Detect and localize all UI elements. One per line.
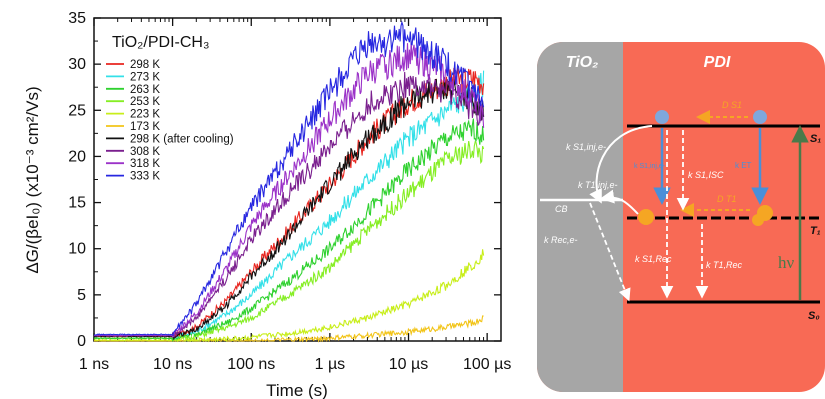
legend-label: 273 K <box>130 71 160 83</box>
y-tick-label: 5 <box>77 287 86 304</box>
legend-label: 253 K <box>130 96 160 108</box>
y-tick-label: 10 <box>68 241 86 258</box>
y-tick-label: 20 <box>68 148 86 165</box>
y-tick-label: 15 <box>68 195 86 212</box>
rec-arrow <box>589 202 631 302</box>
x-tick-label: 10 ns <box>153 356 192 373</box>
x-tick-label: 1 ns <box>79 356 109 373</box>
energy-diagram: TiO₂ PDI S₁ T₁ S₀ CB D S1 D T1 k S1,inj,… <box>537 42 825 392</box>
triplet-right-2 <box>752 214 764 226</box>
legend-label: 298 K (after cooling) <box>130 133 234 145</box>
s1-inj-blue-label: k S1,inj,e- <box>634 163 666 170</box>
x-tick-label: 1 µs <box>315 356 346 373</box>
axis-ticks: 0 5 10 15 20 25 30 35 1 ns 10 ns 100 ns 1 µs 10 µs 10… <box>68 10 511 373</box>
exciton-s1-left <box>655 110 669 124</box>
s1-inj-arrow <box>589 125 653 204</box>
line-chart: 0 5 10 15 20 25 30 35 1 ns 10 ns 100 ns 1 µs 10 µs 10… <box>23 10 511 399</box>
y-tick-label: 30 <box>68 56 86 73</box>
series-line-173-k <box>94 315 484 343</box>
legend-label: 333 K <box>130 171 160 183</box>
tio2-label: TiO₂ <box>566 54 598 71</box>
chart-title: TiO₂/PDI-CH₃ <box>112 34 209 51</box>
legend-label: 298 K <box>130 59 160 71</box>
x-axis-label: Time (s) <box>266 381 328 399</box>
x-tick-label: 10 µs <box>389 356 428 373</box>
t1-label: T₁ <box>810 225 821 237</box>
legend-label: 263 K <box>130 84 160 96</box>
y-tick-label: 0 <box>77 333 86 350</box>
series-line-263-k <box>93 118 485 343</box>
series-line-333-k <box>93 20 485 336</box>
x-tick-label: 100 µs <box>463 356 511 373</box>
legend-label: 223 K <box>130 109 160 121</box>
legend-label: 173 K <box>130 121 160 133</box>
s1-rec-label: k S1,Rec <box>635 254 672 264</box>
series-line-223-k <box>93 249 485 343</box>
s1-isc-label: k S1,ISC <box>688 170 724 180</box>
legend-label: 308 K <box>130 146 160 158</box>
t1-inj-arrow <box>600 189 639 215</box>
y-tick-label: 25 <box>68 102 86 119</box>
t1-inj-label: k T1,inj,e- <box>578 180 618 190</box>
dt1-label: D T1 <box>717 194 737 204</box>
et-label: k ET <box>735 161 752 170</box>
triplet-left <box>638 209 654 225</box>
hv-label: hν <box>778 253 795 272</box>
cb-label: CB <box>555 204 568 214</box>
x-tick-label: 100 ns <box>227 356 275 373</box>
pdi-label: PDI <box>704 54 731 71</box>
y-axis-label: ΔG/(βeI₀) (x10⁻³ cm²/Vs) <box>23 86 42 273</box>
series-lines <box>93 20 485 343</box>
legend-label: 318 K <box>130 158 160 170</box>
t1-rec-label: k T1,Rec <box>706 260 743 270</box>
s1-inj-label: k S1,inj,e- <box>566 142 606 152</box>
s1-label: S₁ <box>810 133 821 145</box>
exciton-s1-right <box>753 110 767 124</box>
rec-label: k Rec,e- <box>544 235 578 245</box>
y-tick-label: 35 <box>68 10 86 27</box>
ds1-label: D S1 <box>722 100 742 110</box>
tio2-region <box>537 42 623 392</box>
s0-label: S₀ <box>808 310 820 322</box>
